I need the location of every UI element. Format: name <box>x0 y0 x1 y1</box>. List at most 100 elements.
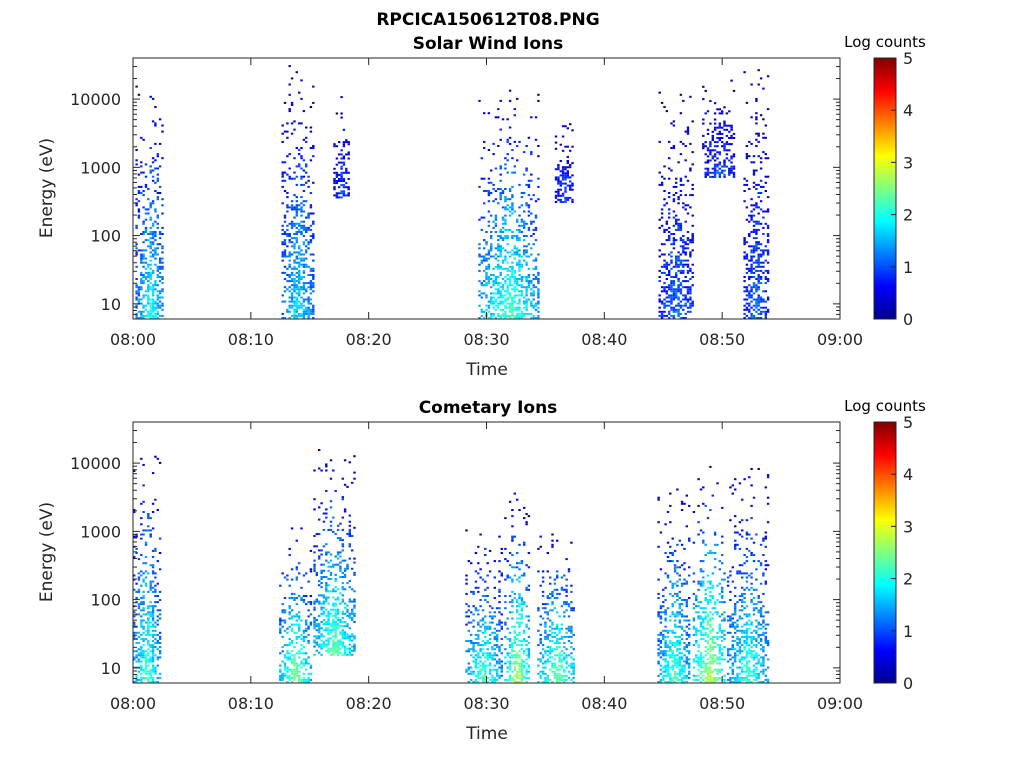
burst-cell <box>305 245 308 248</box>
burst-cell <box>692 592 696 595</box>
ion-burst <box>279 527 313 683</box>
burst-cell <box>501 239 505 242</box>
burst-cell <box>563 681 566 683</box>
burst-cell <box>494 308 498 311</box>
burst-cell <box>752 317 756 319</box>
burst-cell <box>295 71 298 74</box>
burst-cell <box>684 204 687 207</box>
burst-cell <box>709 623 712 626</box>
x-axis-label: Time <box>465 360 508 380</box>
burst-cell <box>513 662 516 665</box>
burst-cell <box>302 681 306 683</box>
burst-cell <box>558 656 561 659</box>
burst-cell <box>709 619 712 622</box>
burst-cell <box>140 302 143 305</box>
burst-cell <box>506 678 509 681</box>
burst-cell <box>307 286 310 289</box>
burst-cell <box>288 110 291 113</box>
burst-cell <box>665 261 668 264</box>
burst-cell <box>137 210 141 213</box>
burst-cell <box>518 654 521 657</box>
burst-cell <box>500 574 503 577</box>
burst-cell <box>757 83 760 86</box>
burst-cell <box>762 210 765 213</box>
burst-cell <box>671 642 674 644</box>
burst-cell <box>302 282 306 285</box>
burst-cell <box>341 600 344 603</box>
burst-cell <box>565 588 568 591</box>
burst-cell <box>686 247 690 250</box>
burst-cell <box>676 648 679 651</box>
burst-cell <box>295 267 298 270</box>
burst-cell <box>151 607 155 610</box>
burst-cell <box>485 257 488 260</box>
burst-cell <box>481 668 485 671</box>
burst-cell <box>477 613 480 616</box>
burst-cell <box>491 676 494 679</box>
burst-cell <box>553 642 557 644</box>
burst-cell <box>527 226 531 229</box>
burst-cell <box>334 623 337 626</box>
burst-cell <box>327 612 330 615</box>
burst-cell <box>711 662 714 665</box>
burst-cell <box>346 647 349 650</box>
burst-cell <box>484 668 487 671</box>
burst-cell <box>691 284 694 287</box>
burst-cell <box>728 143 731 146</box>
burst-cell <box>298 153 301 156</box>
burst-cell <box>672 124 676 127</box>
burst-cell <box>336 557 340 560</box>
burst-cell <box>470 648 473 651</box>
burst-cell <box>341 641 344 644</box>
burst-cell <box>544 635 547 638</box>
burst-cell <box>506 652 509 655</box>
burst-cell <box>684 251 687 254</box>
burst-cell <box>318 614 321 617</box>
burst-cell <box>563 574 566 577</box>
burst-cell <box>551 592 554 595</box>
burst-cell <box>513 592 516 595</box>
burst-cell <box>487 149 491 151</box>
burst-cell <box>478 280 481 283</box>
burst-cell <box>679 282 683 285</box>
burst-cell <box>135 286 138 289</box>
burst-cell <box>697 660 700 663</box>
burst-cell <box>766 261 770 264</box>
burst-cell <box>497 145 500 147</box>
burst-cell <box>504 198 507 201</box>
burst-cell <box>516 239 519 242</box>
burst-cell <box>347 153 350 156</box>
burst-cell <box>539 670 542 673</box>
burst-cell <box>478 99 481 102</box>
burst-cell <box>465 611 468 614</box>
burst-cell <box>672 296 676 299</box>
burst-cell <box>658 249 661 252</box>
burst-cell <box>345 186 348 189</box>
burst-cell <box>338 153 341 156</box>
burst-cell <box>135 317 138 319</box>
burst-cell <box>487 263 491 266</box>
burst-cell <box>762 87 765 90</box>
burst-cell <box>549 650 552 653</box>
burst-cell <box>706 615 710 618</box>
burst-cell <box>479 668 482 671</box>
burst-cell <box>525 292 528 295</box>
burst-cell <box>570 625 573 628</box>
burst-cell <box>685 674 688 677</box>
burst-cell <box>156 253 159 256</box>
burst-cell <box>151 656 155 659</box>
burst-cell <box>743 71 746 74</box>
burst-cell <box>766 208 770 211</box>
burst-cell <box>752 155 756 158</box>
burst-cell <box>755 99 758 102</box>
burst-cell <box>142 306 145 309</box>
burst-cell <box>307 308 310 311</box>
burst-cell <box>766 239 770 242</box>
burst-cell <box>283 253 287 256</box>
burst-cell <box>691 235 694 237</box>
burst-cell <box>142 625 145 628</box>
burst-cell <box>293 670 296 673</box>
burst-cell <box>508 292 512 295</box>
burst-cell <box>511 525 514 528</box>
burst-cell <box>325 588 328 591</box>
